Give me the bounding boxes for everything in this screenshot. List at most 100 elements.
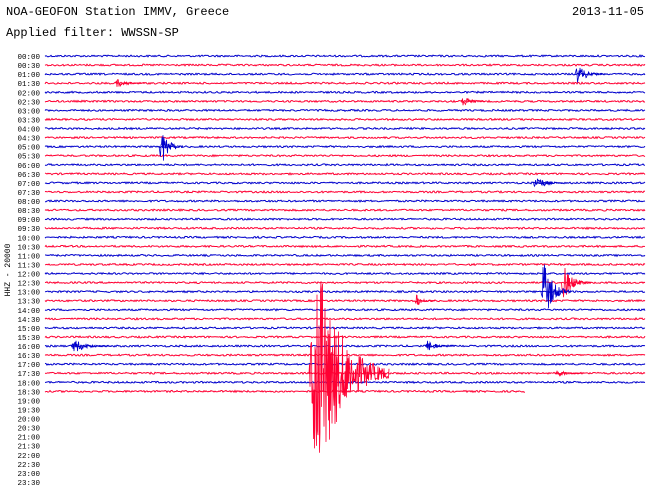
y-tick-label: 14:00 — [17, 308, 40, 316]
chart-title: NOA-GEOFON Station IMMV, Greece — [6, 5, 229, 19]
y-tick-label: 01:00 — [17, 72, 40, 80]
y-tick-label: 18:30 — [17, 389, 40, 397]
y-tick-label: 06:30 — [17, 172, 40, 180]
y-tick-label: 22:30 — [17, 462, 40, 470]
y-tick-label: 17:00 — [17, 362, 40, 370]
trace — [44, 280, 646, 285]
trace — [44, 144, 646, 149]
trace — [44, 289, 646, 294]
y-tick-label: 23:30 — [17, 480, 40, 488]
trace — [44, 298, 646, 303]
y-tick-label: 11:00 — [17, 253, 40, 261]
seismic-event — [560, 267, 592, 298]
seismic-event — [308, 281, 390, 453]
y-tick-label: 23:00 — [17, 471, 40, 479]
trace — [44, 344, 646, 348]
y-tick-label: 02:00 — [17, 90, 40, 98]
trace — [44, 90, 646, 95]
trace — [44, 389, 526, 394]
trace — [44, 353, 646, 357]
subtitle: Applied filter: WWSSN-SP — [6, 26, 179, 40]
trace — [44, 153, 646, 158]
trace — [44, 262, 646, 267]
y-tick-label: 15:30 — [17, 335, 40, 343]
seismic-event — [574, 67, 606, 83]
trace — [44, 99, 646, 104]
y-tick-label: 12:30 — [17, 281, 40, 289]
y-tick-label: 09:00 — [17, 217, 40, 225]
seismic-event — [532, 178, 564, 188]
y-tick-label: 05:30 — [17, 154, 40, 162]
y-tick-label: 16:30 — [17, 353, 40, 361]
seismic-event — [114, 78, 146, 87]
trace — [44, 253, 646, 258]
y-tick-label: 12:00 — [17, 272, 40, 280]
trace — [44, 362, 646, 367]
seismic-event — [460, 97, 485, 106]
y-tick-label: 15:00 — [17, 326, 40, 334]
seismic-event — [540, 264, 572, 309]
trace — [44, 244, 646, 249]
trace — [44, 126, 646, 131]
y-tick-label: 03:30 — [17, 117, 40, 125]
y-tick-label: 10:00 — [17, 235, 40, 243]
y-tick-label: 08:00 — [17, 199, 40, 207]
y-tick-label: 22:00 — [17, 453, 40, 461]
y-tick-label: 01:30 — [17, 81, 40, 89]
seismic-event — [70, 340, 112, 352]
y-tick-label: 11:30 — [17, 262, 40, 270]
y-axis-label: HHZ - 20000 — [4, 243, 13, 296]
trace — [44, 317, 646, 321]
trace — [44, 326, 646, 330]
trace — [44, 190, 646, 194]
y-tick-label: 04:30 — [17, 136, 40, 144]
trace — [44, 307, 646, 312]
y-tick-label: 18:00 — [17, 380, 40, 388]
y-tick-label: 02:30 — [17, 99, 40, 107]
y-tick-label: 16:00 — [17, 344, 40, 352]
y-tick-label: 13:30 — [17, 299, 40, 307]
y-tick-label: 21:00 — [17, 435, 40, 443]
trace — [44, 199, 646, 203]
y-tick-label: 21:30 — [17, 444, 40, 452]
trace — [44, 217, 646, 221]
y-tick-label: 19:30 — [17, 407, 40, 415]
trace — [44, 72, 646, 76]
seismic-event — [158, 135, 184, 161]
date: 2013-11-05 — [572, 5, 644, 19]
y-tick-label: 20:30 — [17, 426, 40, 434]
trace — [44, 162, 646, 167]
seismic-event — [414, 294, 436, 306]
trace — [44, 335, 646, 339]
trace — [44, 54, 646, 58]
y-tick-label: 19:00 — [17, 398, 40, 406]
y-tick-label: 10:30 — [17, 244, 40, 252]
y-tick-label: 07:30 — [17, 190, 40, 198]
y-tick-label: 06:00 — [17, 163, 40, 171]
y-tick-label: 03:00 — [17, 108, 40, 116]
trace — [44, 63, 646, 67]
trace — [44, 235, 646, 240]
y-tick-label: 00:30 — [17, 63, 40, 71]
trace — [44, 271, 646, 276]
y-tick-label: 09:30 — [17, 226, 40, 234]
y-tick-label: 20:00 — [17, 417, 40, 425]
y-tick-label: 13:00 — [17, 290, 40, 298]
trace — [44, 226, 646, 231]
y-tick-label: 14:30 — [17, 317, 40, 325]
seismic-event — [554, 370, 586, 377]
trace — [44, 108, 646, 113]
y-tick-label: 00:00 — [17, 54, 40, 62]
seismic-event — [424, 340, 456, 351]
trace — [44, 208, 646, 212]
y-tick-label: 07:00 — [17, 181, 40, 189]
y-tick-label: 05:00 — [17, 145, 40, 153]
trace — [44, 181, 646, 185]
y-tick-label: 04:00 — [17, 127, 40, 135]
y-tick-label: 08:30 — [17, 208, 40, 216]
y-tick-label: 17:30 — [17, 371, 40, 379]
trace — [44, 117, 646, 122]
trace — [44, 135, 646, 140]
trace — [44, 171, 646, 176]
